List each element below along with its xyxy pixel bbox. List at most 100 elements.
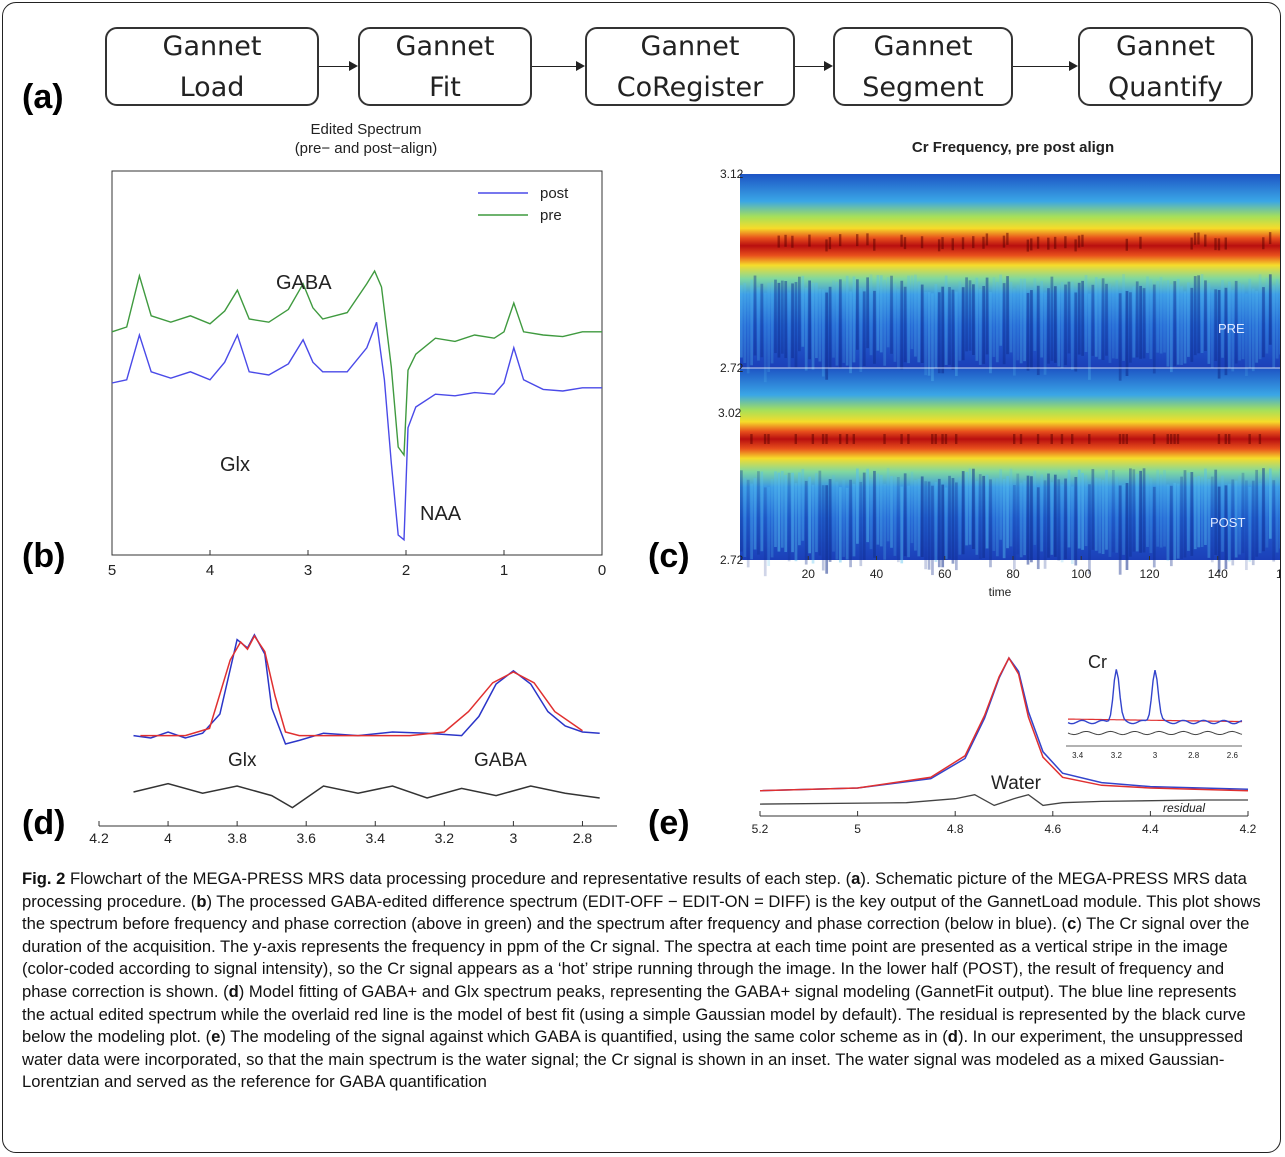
heatmap-stripe xyxy=(961,287,965,361)
heatmap-stripe xyxy=(770,479,774,558)
heatmap-stripe xyxy=(1204,280,1207,351)
heatmap-stripe xyxy=(760,283,764,358)
heatmap-stripe xyxy=(1129,468,1132,557)
heatmap-stripe xyxy=(1149,279,1153,360)
heatmap-stripe xyxy=(1272,285,1276,368)
x-tick-label: 0 xyxy=(598,562,606,579)
heatmap-stripe xyxy=(985,277,989,355)
heatmap-stripe xyxy=(794,483,798,562)
x-tick-label: 100 xyxy=(1071,567,1091,581)
heatmap-stripe xyxy=(934,434,937,444)
panel-label-c: (c) xyxy=(648,537,690,575)
heatmap-stripe xyxy=(828,237,832,250)
x-tick-label: 160 xyxy=(1276,567,1280,581)
caption-body: Flowchart of the MEGA-PRESS MRS data pro… xyxy=(22,869,1261,1091)
heatmap-stripe xyxy=(753,275,757,356)
heatmap-stripe xyxy=(1036,236,1040,249)
heatmap-stripe xyxy=(907,275,910,364)
heatmap-stripe xyxy=(1262,287,1265,358)
heatmap-stripe xyxy=(1071,434,1074,444)
heatmap-stripe xyxy=(1238,475,1241,555)
heatmap-stripe xyxy=(873,290,876,364)
heatmap-stripe xyxy=(1200,274,1204,354)
heatmap-stripe xyxy=(1152,486,1156,568)
flow-step-line2: CoRegister xyxy=(616,71,764,103)
heatmap-stripe xyxy=(978,288,982,365)
heatmap-stripe xyxy=(859,481,863,567)
heatmap-stripe xyxy=(1002,283,1006,365)
heatmap-stripe xyxy=(907,485,910,558)
heatmap-stripe xyxy=(1163,280,1166,353)
heatmap-stripe xyxy=(1118,434,1122,444)
heatmap-stripe xyxy=(995,478,999,557)
heatmap-stripe xyxy=(750,279,753,366)
heatmap-stripe xyxy=(1036,487,1040,570)
chart-b: Edited Spectrum (pre− and post−align) 5 4… xyxy=(108,121,606,579)
heatmap-stripe xyxy=(818,470,822,556)
heatmap-stripe xyxy=(866,468,869,543)
heatmap-stripe xyxy=(1067,469,1071,548)
heatmap-stripe xyxy=(1190,287,1194,362)
flow-step-line1: Gannet xyxy=(162,30,262,62)
heatmap-stripe xyxy=(767,487,771,566)
x-tick-label: 4 xyxy=(164,830,172,846)
heatmap-stripe xyxy=(1262,237,1265,250)
heatmap-stripe xyxy=(1173,434,1176,444)
heatmap-stripe xyxy=(801,468,805,541)
heatmap-stripe xyxy=(954,482,958,571)
heatmap-stripe xyxy=(934,482,938,563)
heatmap-stripe xyxy=(999,274,1003,346)
heatmap-stripe xyxy=(838,487,842,563)
heatmap-stripe xyxy=(1176,434,1180,444)
heatmap-stripe xyxy=(937,478,941,568)
heatmap-stripe xyxy=(1139,285,1142,359)
heatmap-stripe xyxy=(941,484,945,568)
heatmap-stripe xyxy=(1166,434,1169,444)
heatmap-stripe xyxy=(1210,289,1214,369)
heatmap-stripe xyxy=(893,476,897,556)
heatmap-stripe xyxy=(978,474,982,559)
x-tick-label: 3 xyxy=(304,562,312,579)
heatmap-stripe xyxy=(740,285,743,358)
heatmap-pre xyxy=(740,174,1280,368)
heatmap-stripe xyxy=(804,287,808,371)
caption-panel-ref: d xyxy=(228,981,239,1001)
heatmap-stripe xyxy=(1125,290,1129,376)
chart-b-plot-frame xyxy=(111,170,603,556)
heatmap-stripe xyxy=(804,480,808,565)
heatmap-stripe xyxy=(890,476,893,548)
heatmap-stripe xyxy=(992,477,996,551)
x-tick-label: 5 xyxy=(108,562,116,579)
inset-model-line xyxy=(1068,718,1242,723)
heatmap-stripe xyxy=(825,239,828,252)
heatmap-stripe xyxy=(1173,281,1177,366)
heatmap-stripe xyxy=(903,473,907,557)
heatmap-stripe xyxy=(808,234,811,247)
heatmap-stripe xyxy=(989,291,992,374)
heatmap-stripe xyxy=(1224,485,1228,570)
heatmap-stripe xyxy=(1026,475,1030,565)
heatmap-stripe xyxy=(774,279,777,354)
heatmap-stripe xyxy=(1047,237,1050,250)
caption-text: ). In our experiment, the unsuppressed w… xyxy=(22,1027,1243,1092)
heatmap-stripe xyxy=(1053,286,1057,363)
heatmap-stripe xyxy=(750,483,753,560)
heatmap-stripe xyxy=(937,239,941,252)
heatmap-stripe xyxy=(992,277,996,357)
heatmap-stripe xyxy=(1050,276,1054,361)
heatmap-stripe xyxy=(852,434,856,444)
heatmap-stripe xyxy=(1248,278,1252,368)
heatmap-stripe xyxy=(791,235,794,248)
heatmap-stripe xyxy=(1091,284,1095,356)
heatmap-stripe xyxy=(931,434,934,444)
heatmap-stripe xyxy=(1077,282,1081,355)
heatmap-stripe xyxy=(989,479,992,568)
heatmap-stripe xyxy=(825,292,829,380)
heatmap-stripe xyxy=(791,472,794,553)
inset-data-line xyxy=(1067,669,1243,725)
heatmap-stripe xyxy=(941,434,944,444)
heatmap-stripe xyxy=(815,473,818,553)
caption-panel-ref: b xyxy=(196,891,207,911)
flow-step-gannet-fit: Gannet Fit xyxy=(358,27,532,106)
heatmap-stripe xyxy=(811,484,815,564)
